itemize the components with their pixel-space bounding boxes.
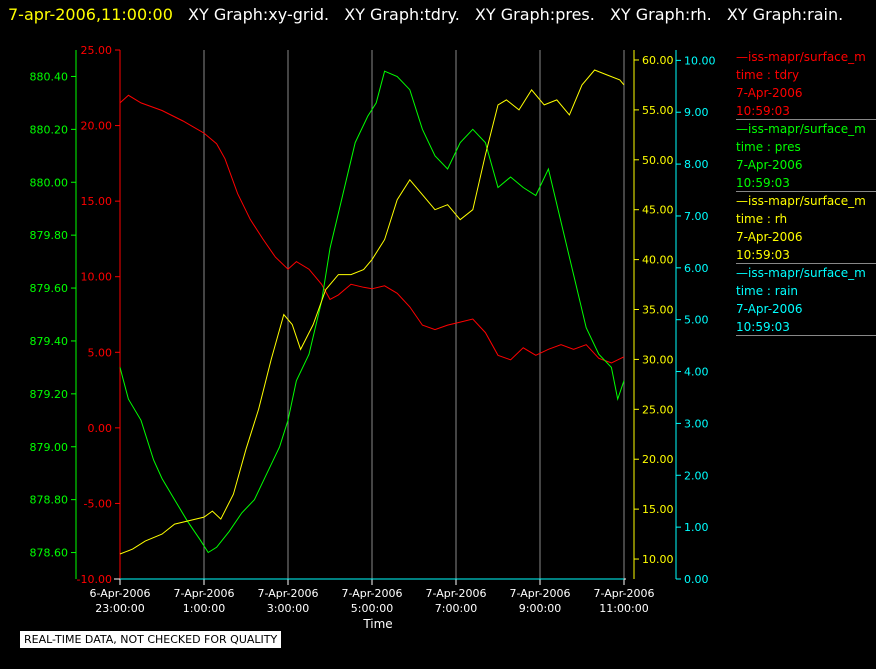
pres-series-line [119, 70, 625, 554]
graph-label-rh: XY Graph:rh. [609, 5, 712, 24]
legend-divider [736, 335, 876, 336]
legend-date: 7-Apr-2006 [736, 230, 803, 244]
rain-tick-label: 0.00 [684, 573, 709, 586]
pres-tick-label: 879.60 [30, 282, 69, 295]
legend-time: 10:59:03 [736, 320, 790, 334]
legend-divider [736, 263, 876, 264]
rain-tick-label: 1.00 [684, 521, 709, 534]
legend-series-name: —iss-mapr/surface_m [736, 50, 866, 64]
legend-divider [736, 119, 876, 120]
legend-divider [736, 191, 876, 192]
legend: —iss-mapr/surface_m time : tdry 7-Apr-20… [736, 48, 876, 336]
rain-tick-label: 4.00 [684, 366, 709, 379]
x-tick-label-time: 1:00:00 [183, 602, 225, 615]
pres-tick-label: 880.00 [30, 176, 69, 189]
graph-label-xy-grid: XY Graph:xy-grid. [188, 5, 330, 24]
legend-field: time : rh [736, 212, 788, 226]
x-tick-label-time: 5:00:00 [351, 602, 393, 615]
tdry-tick-label: 25.00 [81, 44, 113, 57]
tdry-tick-label: 20.00 [81, 120, 113, 133]
rain-tick-label: 5.00 [684, 314, 709, 327]
legend-date: 7-Apr-2006 [736, 158, 803, 172]
rh-tick-label: 20.00 [642, 453, 674, 466]
legend-entry-pres: —iss-mapr/surface_m time : pres 7-Apr-20… [736, 120, 876, 192]
rain-tick-label: 2.00 [684, 469, 709, 482]
legend-field: time : rain [736, 284, 799, 298]
legend-entry-rh: —iss-mapr/surface_m time : rh 7-Apr-2006… [736, 192, 876, 264]
legend-series-name: —iss-mapr/surface_m [736, 122, 866, 136]
rain-tick-label: 9.00 [684, 106, 709, 119]
legend-entry-rain: —iss-mapr/surface_m time : rain 7-Apr-20… [736, 264, 876, 336]
rh-tick-label: 40.00 [642, 254, 674, 267]
x-tick-label-date: 6-Apr-2006 [89, 587, 150, 600]
pres-tick-label: 880.40 [30, 70, 69, 83]
pres-tick-label: 878.80 [30, 494, 69, 507]
pres-tick-label: 879.00 [30, 441, 69, 454]
x-tick-label-date: 7-Apr-2006 [593, 587, 654, 600]
rain-tick-label: 7.00 [684, 210, 709, 223]
x-tick-label-date: 7-Apr-2006 [173, 587, 234, 600]
rh-tick-label: 35.00 [642, 304, 674, 317]
title-bar: 7-apr-2006,11:00:00 XY Graph:xy-grid. XY… [8, 4, 853, 28]
x-tick-label-time: 7:00:00 [435, 602, 477, 615]
x-axis: 6-Apr-2006 23:00:00 7-Apr-2006 1:00:00 7-Apr… [89, 578, 655, 615]
data-series [119, 69, 625, 580]
rh-series-line [119, 69, 625, 555]
graph-label-tdry: XY Graph:tdry. [344, 5, 460, 24]
x-axis-label: Time [363, 617, 393, 631]
timestamp: 7-apr-2006,11:00:00 [8, 5, 173, 24]
quality-note: REAL-TIME DATA, NOT CHECKED FOR QUALITY [20, 631, 282, 648]
legend-date: 7-Apr-2006 [736, 86, 803, 100]
graph-label-rain: XY Graph:rain. [726, 5, 844, 24]
rh-tick-label: 60.00 [642, 54, 674, 67]
legend-date: 7-Apr-2006 [736, 302, 803, 316]
legend-entry-tdry: —iss-mapr/surface_m time : tdry 7-Apr-20… [736, 48, 876, 120]
tdry-series-line [119, 94, 625, 364]
legend-time: 10:59:03 [736, 104, 790, 118]
rain-tick-label: 6.00 [684, 262, 709, 275]
graph-label-pres: XY Graph:pres. [474, 5, 595, 24]
legend-series-name: —iss-mapr/surface_m [736, 266, 866, 280]
x-tick-label-time: 23:00:00 [95, 602, 144, 615]
rh-tick-label: 10.00 [642, 553, 674, 566]
rh-tick-label: 30.00 [642, 353, 674, 366]
rh-tick-label: 55.00 [642, 104, 674, 117]
rh-tick-label: 15.00 [642, 503, 674, 516]
rh-tick-label: 50.00 [642, 154, 674, 167]
rain-tick-label: 8.00 [684, 158, 709, 171]
legend-field: time : pres [736, 140, 801, 154]
x-tick-label-date: 7-Apr-2006 [257, 587, 318, 600]
rh-tick-label: 25.00 [642, 403, 674, 416]
pres-tick-label: 880.20 [30, 123, 69, 136]
tdry-tick-label: 5.00 [88, 346, 113, 359]
pres-tick-label: 879.20 [30, 388, 69, 401]
pres-tick-label: 879.80 [30, 229, 69, 242]
x-tick-label-time: 11:00:00 [599, 602, 648, 615]
rain-tick-label: 10.00 [684, 54, 716, 67]
x-tick-label-date: 7-Apr-2006 [341, 587, 402, 600]
x-tick-label-time: 9:00:00 [519, 602, 561, 615]
pres-tick-label: 879.40 [30, 335, 69, 348]
y-axes: -10.00 -5.00 0.00 5.00 10.00 15.00 20.00 25.00 8… [30, 44, 716, 586]
rh-tick-label: 45.00 [642, 204, 674, 217]
tdry-tick-label: 15.00 [81, 195, 113, 208]
x-tick-label-date: 7-Apr-2006 [509, 587, 570, 600]
vertical-gridlines [203, 50, 625, 579]
x-tick-label-time: 3:00:00 [267, 602, 309, 615]
tdry-tick-label: 10.00 [81, 271, 113, 284]
legend-series-name: —iss-mapr/surface_m [736, 194, 866, 208]
legend-field: time : tdry [736, 68, 800, 82]
rain-tick-label: 3.00 [684, 417, 709, 430]
tdry-tick-label: -10.00 [77, 573, 112, 586]
tdry-tick-label: -5.00 [84, 497, 112, 510]
legend-time: 10:59:03 [736, 176, 790, 190]
x-tick-label-date: 7-Apr-2006 [425, 587, 486, 600]
pres-tick-label: 878.60 [30, 547, 69, 560]
tdry-tick-label: 0.00 [88, 422, 113, 435]
legend-time: 10:59:03 [736, 248, 790, 262]
